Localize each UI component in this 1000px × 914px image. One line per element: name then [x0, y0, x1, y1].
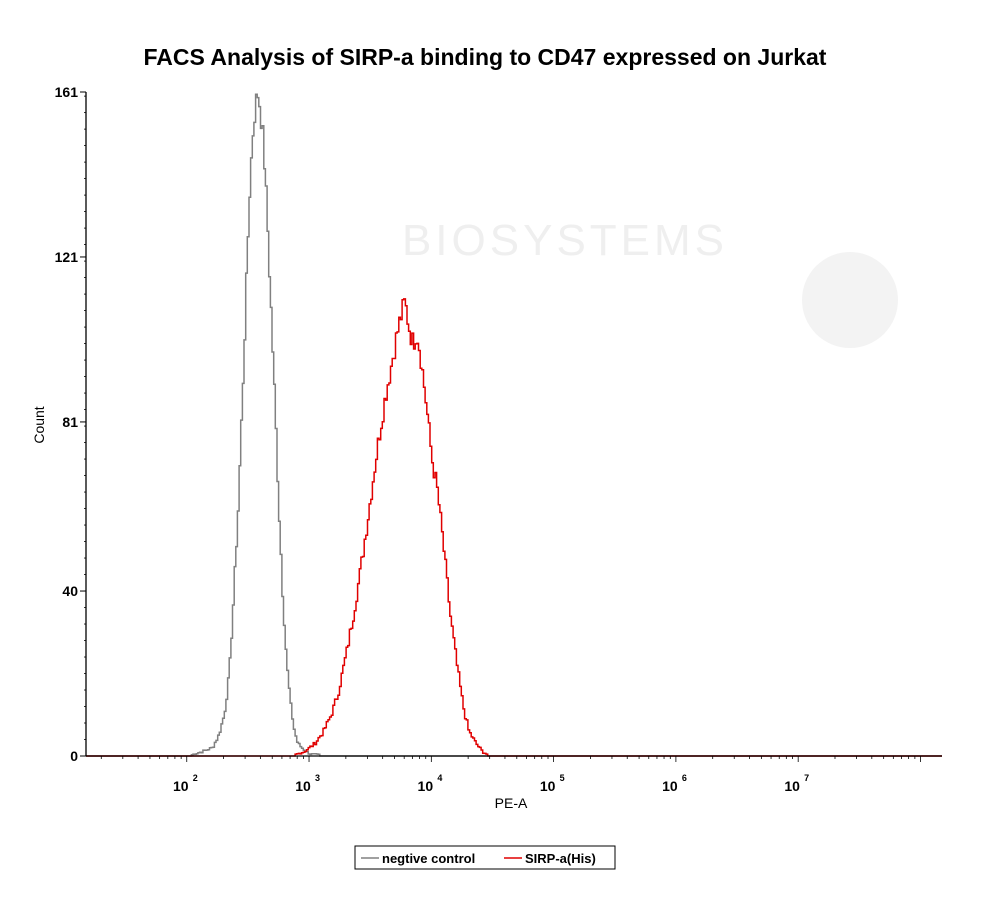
y-tick-label: 40 [62, 583, 78, 599]
watermark-dot [802, 252, 898, 348]
x-tick-exponent: 7 [804, 773, 809, 783]
y-tick-label: 0 [70, 748, 78, 764]
series-line-1 [86, 298, 942, 757]
series-layer [86, 93, 942, 757]
legend: negtive control SIRP-a(His) [354, 845, 616, 870]
legend-label-sirp-a-his: SIRP-a(His) [525, 851, 596, 866]
x-tick-base: 10 [418, 778, 434, 794]
legend-box [354, 845, 616, 870]
x-tick-base: 10 [295, 778, 311, 794]
x-tick-label: 10 7 [784, 773, 809, 794]
x-tick-label: 10 6 [662, 773, 687, 794]
x-axis-label: PE-A [495, 795, 528, 811]
x-tick-base: 10 [540, 778, 556, 794]
y-tick-label: 161 [55, 84, 79, 100]
y-tick-label: 81 [62, 414, 78, 430]
x-tick-exponent: 6 [682, 773, 687, 783]
y-tick-label: 121 [55, 249, 79, 265]
watermark-text: BIOSYSTEMS [402, 216, 728, 265]
x-tick-base: 10 [173, 778, 189, 794]
x-tick-base: 10 [662, 778, 678, 794]
chart-title: FACS Analysis of SIRP-a binding to CD47 … [144, 44, 827, 70]
x-tick-base: 10 [784, 778, 800, 794]
x-tick-exponent: 3 [315, 773, 320, 783]
x-tick-label: 10 3 [295, 773, 320, 794]
y-axis-label: Count [31, 406, 47, 443]
x-tick-label: 10 2 [173, 773, 198, 794]
x-tick-exponent: 4 [437, 773, 442, 783]
series-line-0 [86, 93, 942, 757]
x-tick-label: 10 4 [418, 773, 443, 794]
x-tick-exponent: 5 [560, 773, 565, 783]
x-tick-label: 10 5 [540, 773, 565, 794]
legend-label-negative-control: negtive control [382, 851, 475, 866]
x-tick-exponent: 2 [193, 773, 198, 783]
watermark: BIOSYSTEMS [402, 216, 898, 348]
